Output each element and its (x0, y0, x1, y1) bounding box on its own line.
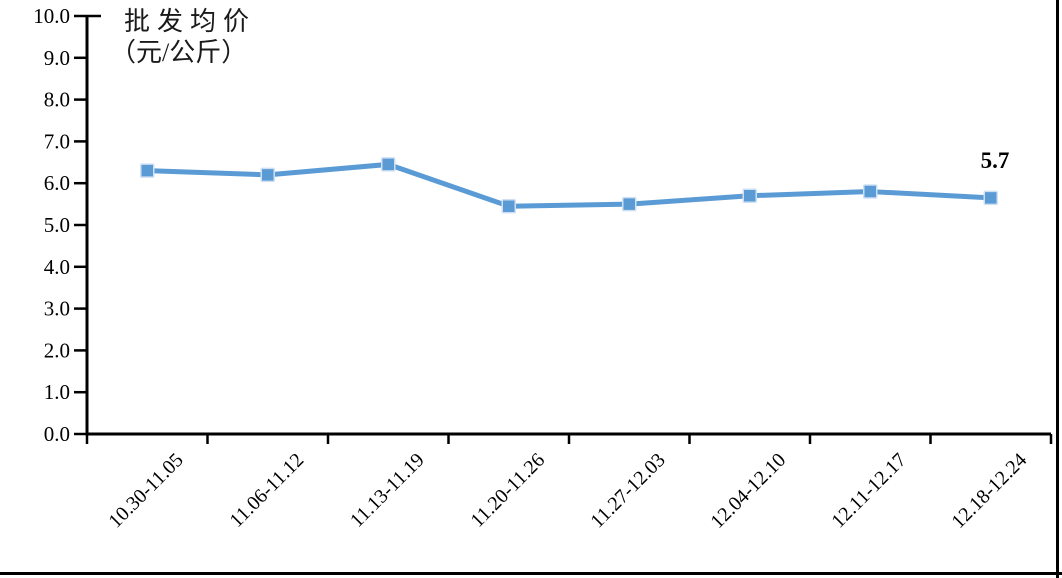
y-tick-label: 9.0 (44, 46, 70, 70)
x-tick-label: 12.04-12.10 (706, 449, 790, 533)
price-line-series (144, 161, 994, 209)
data-point-marker (983, 190, 998, 206)
data-point-marker (742, 188, 757, 203)
data-point-marker (863, 184, 878, 199)
x-tick-label: 10.30-11.05 (104, 449, 187, 532)
x-tick-label: 11.06-11.12 (225, 449, 308, 532)
x-tick-label: 11.27-12.03 (586, 449, 669, 532)
data-point-marker (260, 167, 275, 183)
y-tick-label: 8.0 (44, 88, 70, 112)
y-tick-label: 4.0 (44, 255, 70, 279)
y-tick-label: 10.0 (33, 4, 70, 28)
data-point-marker (501, 198, 516, 214)
data-point-marker (381, 157, 396, 172)
y-tick-label: 6.0 (44, 171, 70, 195)
x-tick-label: 12.18-12.24 (947, 449, 1031, 533)
y-tick-label: 3.0 (44, 297, 70, 321)
y-tick-label: 7.0 (44, 129, 70, 153)
page-border-right (1056, 0, 1059, 578)
y-tick-label: 0.0 (44, 422, 70, 446)
chart-title-text: 批发均价 (124, 7, 257, 36)
x-tick-label: 11.13-11.19 (346, 449, 429, 532)
x-tick-label: 12.11-12.17 (827, 449, 910, 532)
chart-unit-label: （元/公斤） (110, 38, 248, 67)
page-border-bottom (0, 572, 1062, 575)
data-point-marker (140, 163, 155, 178)
chart-title: 批发均价 （元/公斤） (110, 6, 256, 68)
y-tick-label: 5.0 (44, 213, 70, 237)
last-point-data-label: 5.7 (980, 148, 1010, 173)
data-point-marker (622, 196, 637, 212)
y-tick-label: 1.0 (44, 380, 70, 404)
y-tick-label: 2.0 (44, 338, 70, 362)
x-tick-label: 11.20-11.26 (466, 449, 549, 532)
